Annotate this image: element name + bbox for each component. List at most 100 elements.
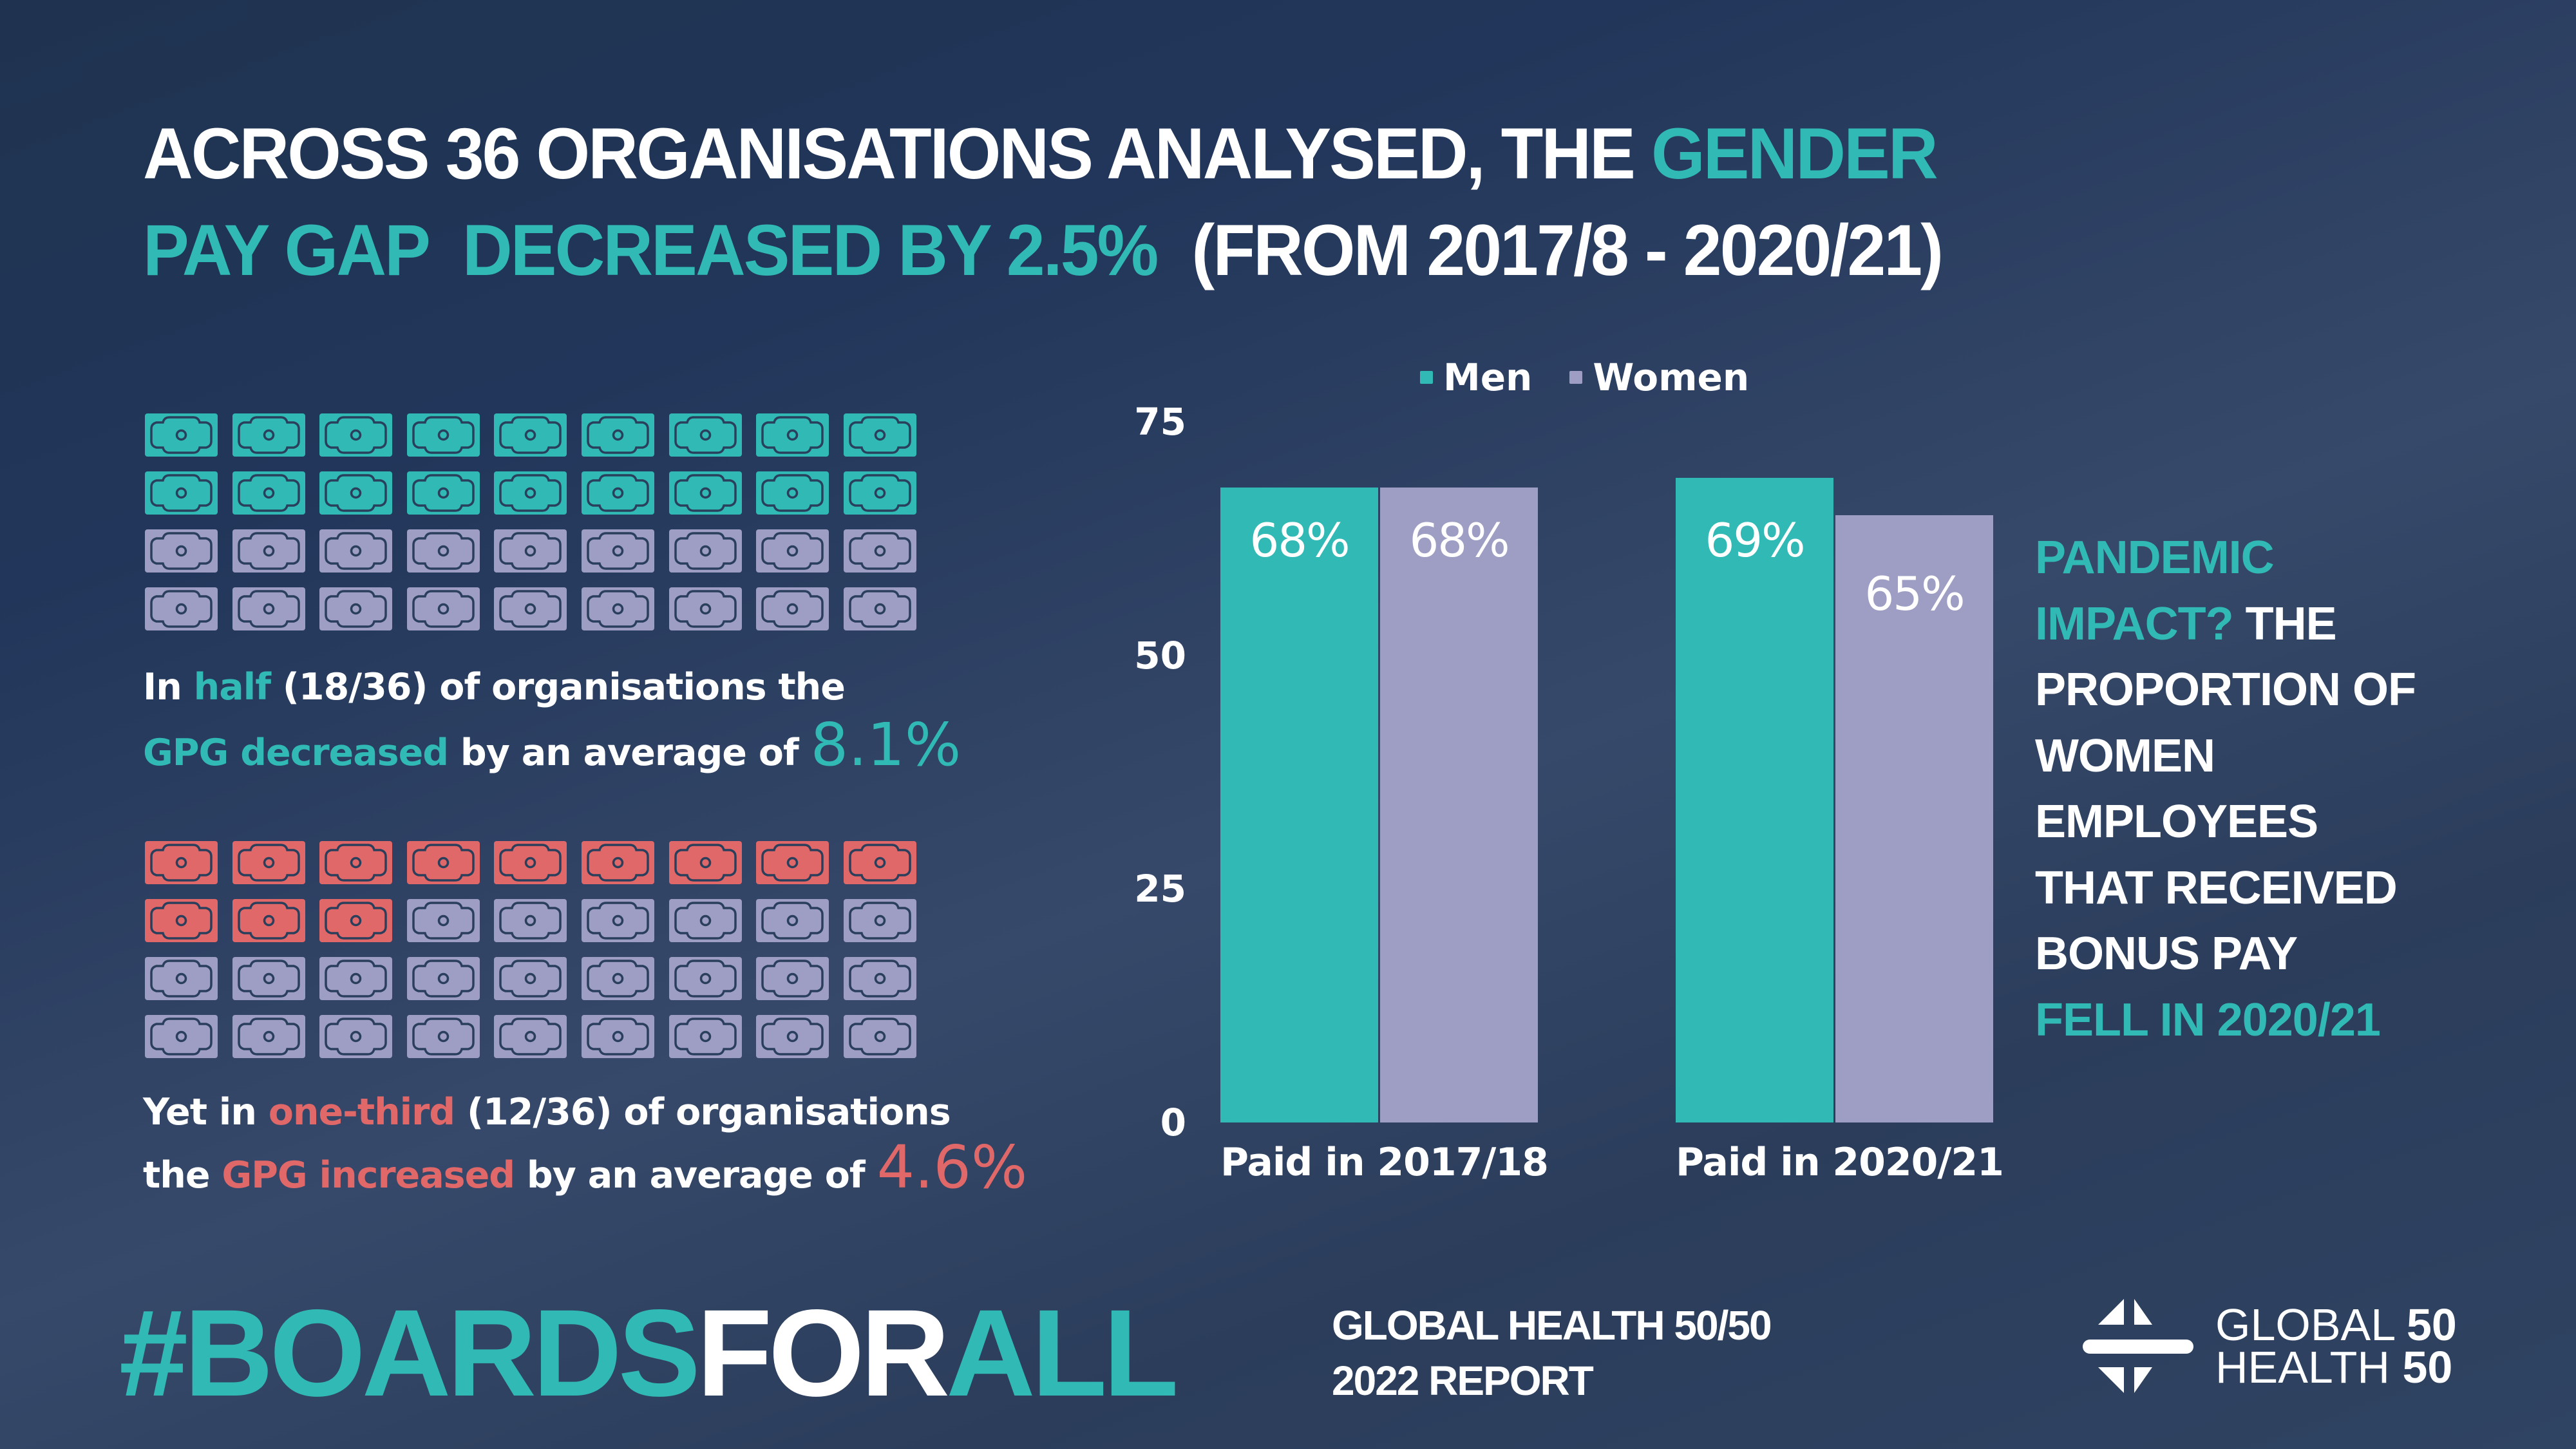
banknote-icon — [756, 899, 829, 942]
decreased-text-line-2: GPG decreased by an average of 8.1% — [143, 715, 961, 782]
banknote-icon — [145, 899, 218, 942]
bar-data-label: 65% — [1864, 567, 1965, 621]
increased-icon-grid — [145, 841, 943, 1060]
banknote-icon — [232, 957, 305, 1000]
banknote-icon — [843, 529, 916, 573]
logo-num-1: 50 — [2407, 1300, 2457, 1350]
text-span: one-third — [268, 1091, 455, 1133]
text-span: Yet in — [143, 1091, 269, 1133]
banknote-icon — [406, 1015, 480, 1058]
banknote-icon — [319, 841, 393, 884]
text-span: IMPACT? — [2035, 598, 2234, 650]
banknote-icon — [232, 899, 305, 942]
logo-word-health: HEALTH — [2215, 1342, 2390, 1392]
banknote-icon — [232, 587, 305, 630]
text-span: GENDER — [1651, 113, 1938, 194]
banknote-icon — [406, 471, 480, 515]
banknote-icon — [668, 471, 742, 515]
banknote-icon — [232, 841, 305, 884]
banknote-icon — [582, 957, 654, 1000]
decreased-text-line-1: In half (18/36) of organisations the — [143, 658, 846, 716]
banknote-icon — [668, 899, 742, 942]
text-span: WOMEN — [2035, 730, 2215, 782]
boardsforall-hashtag: #BOARDSFORALL — [119, 1291, 1179, 1415]
legend-swatch-women — [1569, 371, 1583, 384]
increased-average-value: 4.6% — [876, 1133, 1028, 1202]
title-line-1: ACROSS 36 ORGANISATIONS ANALYSED, THE GE… — [143, 118, 1938, 190]
banknote-icon — [843, 1015, 916, 1058]
decreased-average-value: 8.1% — [810, 710, 961, 779]
x-tick-label: Paid in 2020/21 — [1676, 1140, 2004, 1185]
text-span: FELL IN 2020/21 — [2035, 994, 2381, 1046]
text-span: FOR — [696, 1283, 950, 1422]
banknote-icon — [756, 1015, 829, 1058]
banknote-icon — [668, 587, 742, 630]
bar-women-0 — [1380, 487, 1538, 1122]
banknote-icon — [406, 841, 480, 884]
title-line-2: PAY GAP DECREASED BY 2.5% (FROM 2017/8 -… — [143, 214, 1944, 287]
bar-women-1 — [1835, 515, 1993, 1122]
banknote-icon — [319, 957, 393, 1000]
legend-item-men: Men — [1420, 355, 1532, 399]
increased-text-line-2: the GPG increased by an average of 4.6% — [143, 1138, 1027, 1204]
text-span: the — [143, 1154, 222, 1197]
banknote-icon — [582, 899, 654, 942]
legend-label-women: Women — [1593, 355, 1750, 399]
logo-num-2: 50 — [2402, 1342, 2453, 1392]
report-label: GLOBAL HEALTH 50/50 2022 REPORT — [1332, 1298, 1772, 1408]
banknote-icon — [494, 1015, 567, 1058]
text-span: GPG increased — [222, 1154, 515, 1197]
text-span: half — [193, 666, 271, 708]
bar-data-label: 68% — [1249, 513, 1350, 567]
text-span: In — [143, 666, 194, 708]
y-tick-label: 75 — [1134, 400, 1186, 444]
pandemic-impact-note: PANDEMIC IMPACT? THE PROPORTION OF WOMEN EMP… — [2035, 525, 2416, 1053]
banknote-icon — [756, 841, 829, 884]
decreased-icon-grid — [145, 413, 943, 632]
note-line: IMPACT? THE — [2035, 591, 2416, 658]
bar-men-1 — [1676, 478, 1833, 1122]
banknote-icon — [406, 899, 480, 942]
banknote-icon — [582, 413, 654, 457]
y-tick-label: 0 — [1160, 1101, 1186, 1144]
text-span: EMPLOYEES — [2035, 796, 2318, 848]
banknote-icon — [406, 529, 480, 573]
x-tick-label: Paid in 2017/18 — [1220, 1140, 1549, 1185]
text-span: GPG decreased — [143, 732, 449, 774]
report-line-2: 2022 REPORT — [1332, 1358, 1594, 1404]
banknote-icon — [145, 587, 218, 630]
banknote-icon — [756, 957, 829, 1000]
banknote-icon — [494, 587, 567, 630]
logo-word-global: GLOBAL — [2215, 1300, 2394, 1350]
banknote-icon — [232, 471, 305, 515]
banknote-icon — [319, 899, 393, 942]
text-span: (FROM 2017/8 - 2020/21) — [1157, 210, 1944, 290]
banknote-icon — [582, 529, 654, 573]
banknote-icon — [406, 587, 480, 630]
banknote-icon — [232, 413, 305, 457]
note-line: WOMEN — [2035, 723, 2416, 790]
banknote-icon — [843, 841, 916, 884]
note-line: FELL IN 2020/21 — [2035, 987, 2416, 1054]
banknote-icon — [494, 899, 567, 942]
banknote-icon — [406, 413, 480, 457]
note-line: EMPLOYEES — [2035, 789, 2416, 855]
banknote-icon — [843, 899, 916, 942]
banknote-icon — [145, 1015, 218, 1058]
bar-data-label: 69% — [1705, 513, 1805, 567]
banknote-icon — [756, 529, 829, 573]
banknote-icon — [668, 841, 742, 884]
banknote-icon — [494, 471, 567, 515]
note-line: THAT RECEIVED — [2035, 855, 2416, 922]
banknote-icon — [319, 529, 393, 573]
banknote-icon — [843, 957, 916, 1000]
banknote-icon — [582, 587, 654, 630]
banknote-icon — [145, 957, 218, 1000]
text-span: #BOARDS — [119, 1283, 701, 1422]
global-health-5050-logo-icon — [2083, 1299, 2193, 1393]
text-span: THAT RECEIVED — [2035, 862, 2398, 914]
decreased-text-spans: GPG decreased by an average of — [143, 732, 811, 774]
banknote-icon — [494, 413, 567, 457]
banknote-icon — [232, 1015, 305, 1058]
text-span: BONUS PAY — [2035, 928, 2298, 980]
